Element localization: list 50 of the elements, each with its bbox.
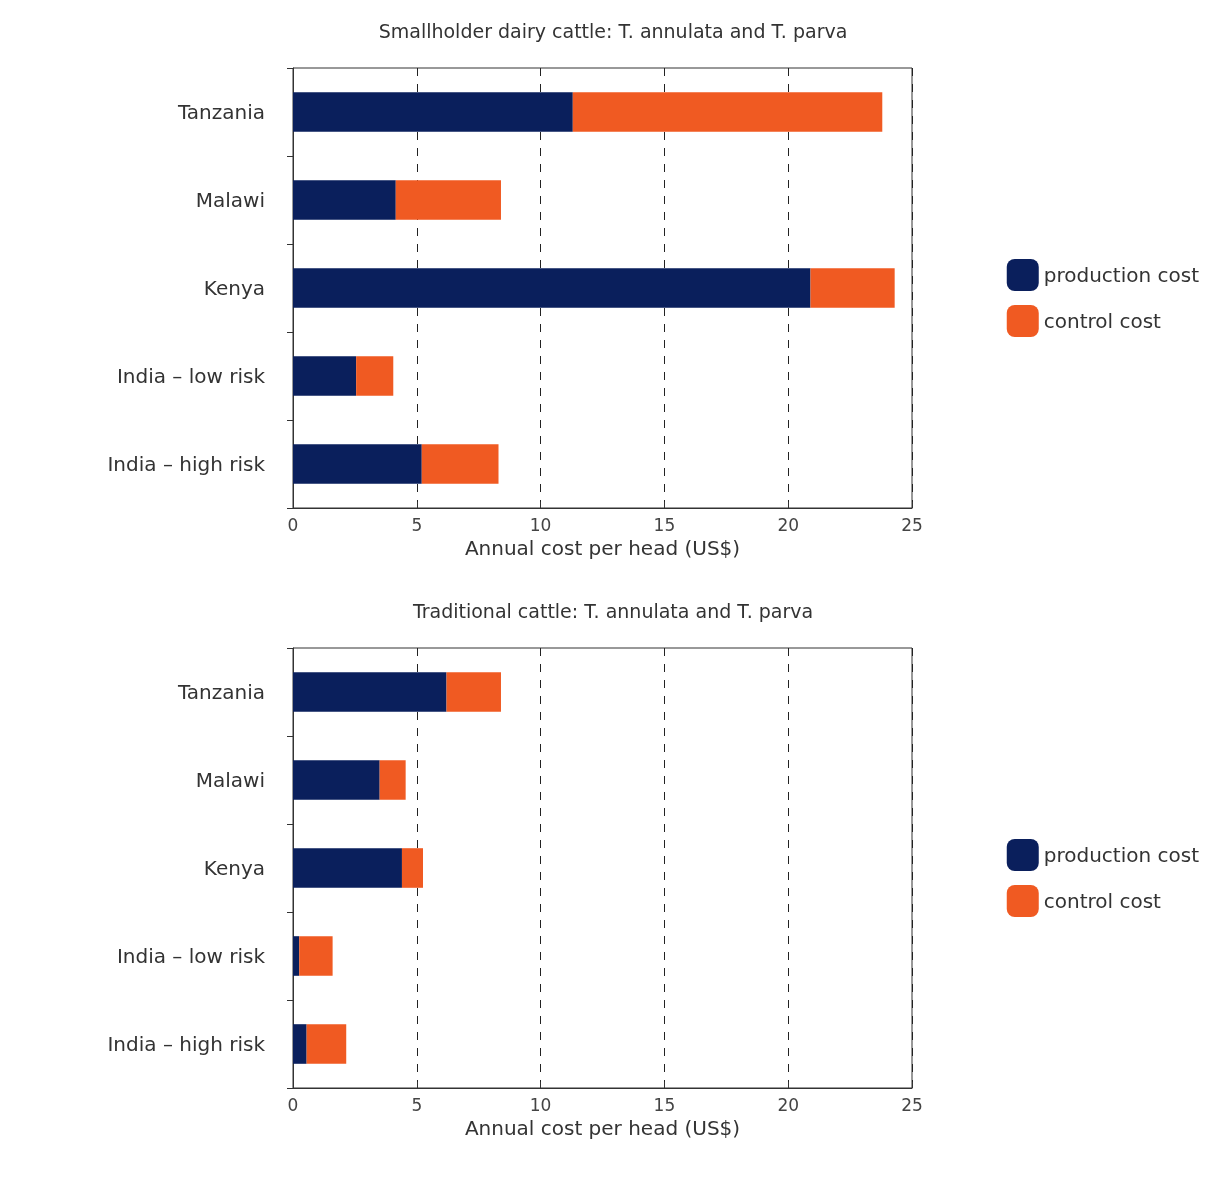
bar xyxy=(293,1024,307,1064)
bar xyxy=(299,936,333,976)
bar xyxy=(356,356,394,396)
y-tick-label: Tanzania xyxy=(176,680,265,704)
bar xyxy=(293,760,380,800)
x-tick-label: 5 xyxy=(411,514,423,535)
x-tick-label: 0 xyxy=(287,1094,299,1115)
bar xyxy=(293,848,402,888)
bar xyxy=(293,936,300,976)
x-tick-label: 15 xyxy=(653,1094,676,1115)
y-tick-label: India – high risk xyxy=(107,452,266,476)
y-tick-label: Kenya xyxy=(203,276,265,300)
x-tick-label: 5 xyxy=(411,1094,423,1115)
x-tick-label: 15 xyxy=(653,514,676,535)
bar xyxy=(421,444,499,484)
bar xyxy=(446,672,501,712)
legend-label: production cost xyxy=(1043,263,1200,287)
bar xyxy=(395,180,501,220)
y-tick-label: India – low risk xyxy=(116,364,266,388)
y-tick-label: India – high risk xyxy=(107,1032,266,1056)
y-tick-label: India – low risk xyxy=(116,944,266,968)
y-tick-label: Malawi xyxy=(195,768,265,792)
bar xyxy=(810,268,895,308)
x-tick-label: 10 xyxy=(529,514,552,535)
x-tick-label: 0 xyxy=(287,514,299,535)
bar xyxy=(293,672,447,712)
chart-title: Smallholder dairy cattle: T. annulata and T. parva xyxy=(378,19,848,42)
x-tick-label: 20 xyxy=(777,514,800,535)
chart-title: Traditional cattle: T. annulata and T. parva xyxy=(411,599,814,622)
y-tick-label: Kenya xyxy=(203,856,265,880)
bar xyxy=(379,760,406,800)
bar xyxy=(293,356,357,396)
bar xyxy=(306,1024,347,1064)
bar xyxy=(293,268,811,308)
bar xyxy=(293,180,396,220)
bar xyxy=(572,92,883,132)
bar xyxy=(293,92,573,132)
bar xyxy=(401,848,423,888)
y-tick-label: Tanzania xyxy=(176,100,265,124)
x-tick-label: 20 xyxy=(777,1094,800,1115)
legend-label: production cost xyxy=(1043,843,1200,867)
x-tick-label: 10 xyxy=(529,1094,552,1115)
y-tick-label: Malawi xyxy=(195,188,265,212)
x-tick-label: 25 xyxy=(901,514,923,535)
x-tick-label: 25 xyxy=(901,1094,923,1115)
legend-label: control cost xyxy=(1043,889,1162,913)
x-axis-title: Annual cost per head (US$) xyxy=(464,1116,741,1140)
bar xyxy=(293,444,422,484)
legend-label: control cost xyxy=(1043,309,1162,333)
x-axis-title: Annual cost per head (US$) xyxy=(464,536,741,560)
